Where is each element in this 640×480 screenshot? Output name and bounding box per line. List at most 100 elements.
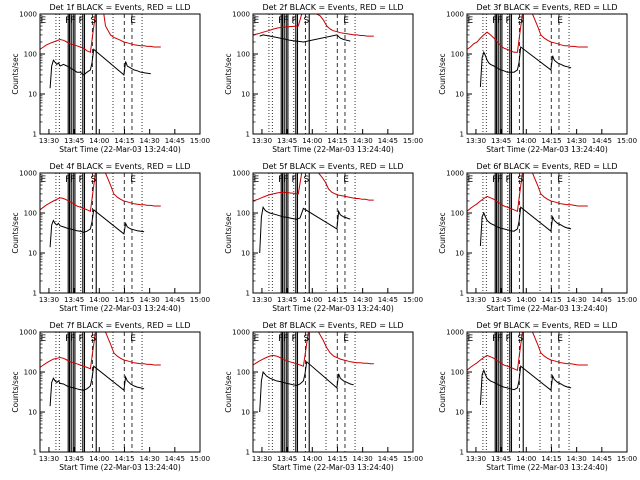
event-marker-label: F bbox=[70, 334, 75, 344]
x-tick-label: 15:00 bbox=[403, 137, 423, 145]
y-tick-label: 1 bbox=[246, 290, 250, 298]
x-tick-label: 14:30 bbox=[353, 455, 373, 463]
y-tick-label: 10 bbox=[455, 409, 464, 417]
x-tick-label: 14:15 bbox=[327, 455, 347, 463]
x-tick-label: 15:00 bbox=[190, 455, 210, 463]
y-axis-label: Counts/sec bbox=[224, 53, 233, 94]
event-marker-label: F bbox=[79, 175, 84, 185]
chart-title: Det 1f BLACK = Events, RED = LLD bbox=[49, 3, 190, 12]
x-tick-label: 14:15 bbox=[541, 296, 561, 304]
x-tick-label: 14:30 bbox=[353, 296, 373, 304]
x-tick-label: 14:15 bbox=[327, 296, 347, 304]
y-tick-label: 1000 bbox=[19, 329, 37, 337]
x-axis-label: Start Time (22-Mar-03 13:24:40) bbox=[486, 304, 608, 313]
event-marker-label: F bbox=[79, 334, 84, 344]
event-marker-label: F bbox=[506, 334, 511, 344]
x-axis-label: Start Time (22-Mar-03 13:24:40) bbox=[486, 463, 608, 472]
x-tick-label: 14:45 bbox=[165, 137, 185, 145]
y-tick-label: 100 bbox=[451, 51, 464, 59]
event-marker-label: E bbox=[468, 175, 474, 185]
y-tick-label: 1000 bbox=[446, 170, 464, 178]
event-marker-label: E bbox=[130, 334, 136, 344]
event-marker-label: F bbox=[292, 16, 297, 26]
x-tick-label: 13:30 bbox=[39, 455, 59, 463]
y-tick-label: 1000 bbox=[232, 329, 250, 337]
event-marker-label: F bbox=[283, 334, 288, 344]
lld-series-line bbox=[252, 172, 374, 202]
x-tick-label: 14:00 bbox=[516, 137, 536, 145]
x-tick-label: 14:00 bbox=[516, 296, 536, 304]
x-tick-label: 14:45 bbox=[592, 137, 612, 145]
chart-title: Det 4f BLACK = Events, RED = LLD bbox=[49, 162, 190, 171]
x-tick-label: 15:00 bbox=[190, 296, 210, 304]
y-tick-label: 100 bbox=[237, 369, 250, 377]
x-tick-label: 14:45 bbox=[592, 455, 612, 463]
event-marker-label: S bbox=[304, 175, 310, 185]
lld-series-line bbox=[466, 172, 588, 213]
y-tick-label: 1000 bbox=[232, 170, 250, 178]
x-tick-label: 13:45 bbox=[491, 455, 511, 463]
event-marker-label: F bbox=[506, 16, 511, 26]
x-tick-label: 15:00 bbox=[190, 137, 210, 145]
x-tick-label: 15:00 bbox=[617, 296, 637, 304]
event-marker-label: F bbox=[497, 175, 502, 185]
event-marker-label: F bbox=[65, 334, 70, 344]
event-marker-label: F bbox=[492, 175, 497, 185]
y-tick-label: 100 bbox=[24, 210, 37, 218]
y-tick-label: 1000 bbox=[446, 11, 464, 19]
events-series-line bbox=[49, 48, 151, 89]
y-tick-label: 1 bbox=[246, 449, 250, 457]
plot-frame bbox=[252, 172, 414, 294]
x-tick-label: 14:45 bbox=[378, 137, 398, 145]
event-marker-label: S bbox=[518, 175, 524, 185]
y-tick-label: 10 bbox=[241, 250, 250, 258]
event-marker-label: F bbox=[292, 334, 297, 344]
event-marker-label: F bbox=[278, 16, 283, 26]
event-marker-label: F bbox=[79, 16, 84, 26]
events-series-line bbox=[479, 206, 572, 247]
event-marker-label: F bbox=[292, 175, 297, 185]
event-marker-label: S bbox=[304, 16, 310, 26]
x-tick-label: 14:30 bbox=[140, 455, 160, 463]
x-tick-label: 13:45 bbox=[491, 296, 511, 304]
plot-frame bbox=[39, 331, 201, 453]
event-marker-label: F bbox=[497, 334, 502, 344]
x-axis-label: Start Time (22-Mar-03 13:24:40) bbox=[272, 463, 394, 472]
x-tick-label: 14:30 bbox=[353, 137, 373, 145]
y-tick-label: 10 bbox=[28, 91, 37, 99]
y-tick-label: 100 bbox=[451, 210, 464, 218]
event-marker-label: S bbox=[91, 16, 97, 26]
events-series-line bbox=[259, 34, 351, 43]
x-axis-label: Start Time (22-Mar-03 13:24:40) bbox=[486, 145, 608, 154]
x-tick-label: 13:45 bbox=[277, 296, 297, 304]
event-marker-label: E bbox=[557, 16, 563, 26]
x-tick-label: 15:00 bbox=[403, 455, 423, 463]
x-tick-label: 14:15 bbox=[541, 137, 561, 145]
event-marker-label: S bbox=[518, 334, 524, 344]
event-marker-label: E bbox=[557, 175, 563, 185]
event-marker-label: E bbox=[41, 334, 47, 344]
event-marker-label: F bbox=[492, 334, 497, 344]
y-tick-label: 100 bbox=[24, 51, 37, 59]
y-tick-label: 1 bbox=[33, 290, 37, 298]
x-tick-label: 13:45 bbox=[277, 455, 297, 463]
plot-frame bbox=[466, 13, 628, 135]
x-tick-label: 14:30 bbox=[140, 296, 160, 304]
event-marker-label: E bbox=[130, 175, 136, 185]
y-tick-label: 10 bbox=[455, 250, 464, 258]
x-tick-label: 14:30 bbox=[567, 137, 587, 145]
lld-series-line bbox=[466, 13, 588, 53]
event-marker-label: E bbox=[343, 175, 349, 185]
x-tick-label: 14:30 bbox=[567, 455, 587, 463]
x-tick-label: 13:30 bbox=[466, 455, 486, 463]
x-tick-label: 14:15 bbox=[327, 137, 347, 145]
events-series-line bbox=[479, 365, 572, 406]
x-tick-label: 13:45 bbox=[64, 296, 84, 304]
y-tick-label: 10 bbox=[28, 250, 37, 258]
event-marker-label: E bbox=[343, 16, 349, 26]
x-axis-label: Start Time (22-Mar-03 13:24:40) bbox=[59, 145, 181, 154]
